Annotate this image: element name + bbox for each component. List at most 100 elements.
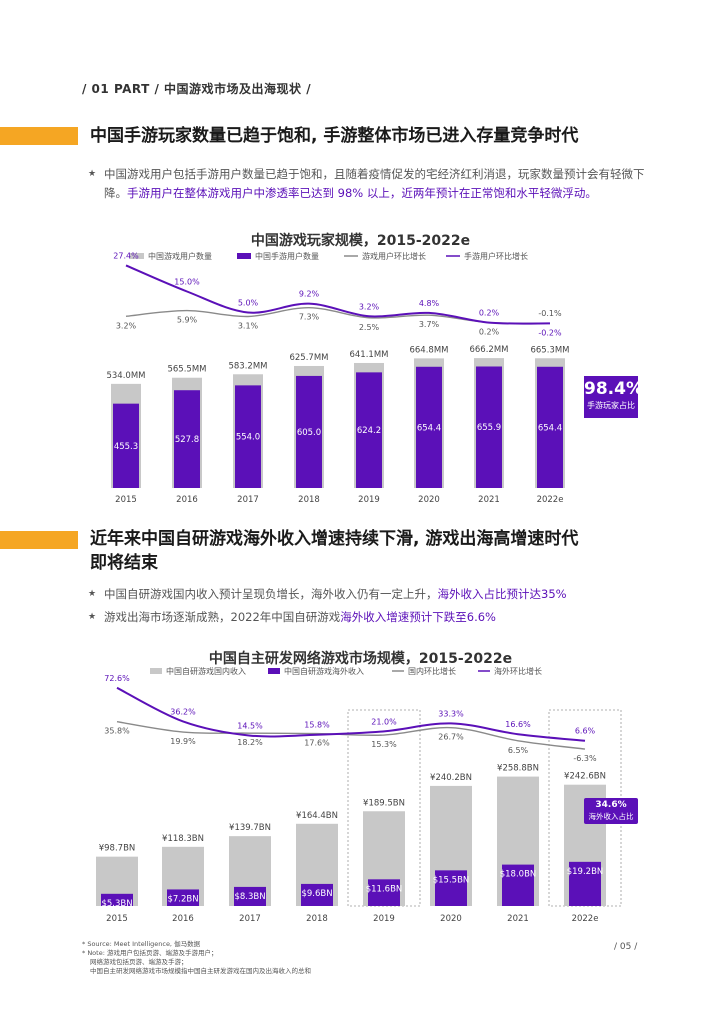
bar-overseas [569, 861, 601, 906]
line-label-domestic: 17.6% [304, 739, 330, 748]
line-label-total: 3.2% [116, 321, 137, 330]
breadcrumb: / 01 PART / 中国游戏市场及出海现状 / [82, 82, 312, 96]
chart2-callout: 34.6% 海外收入占比 [584, 798, 638, 824]
section-accent-bar [0, 127, 78, 145]
bar-label-overseas: $18.0BN [500, 870, 537, 880]
line-label-mobile: 3.2% [359, 302, 380, 311]
x-tick-label: 2018 [298, 495, 320, 505]
line-label-mobile: 4.8% [419, 299, 440, 308]
line-label-overseas: 72.6% [104, 674, 130, 683]
bar-label-domestic: ¥189.5BN [363, 798, 405, 808]
bar-mobile [296, 375, 322, 488]
line-label-overseas: 21.0% [371, 717, 397, 726]
bar-label-overseas: $5.3BN [101, 899, 132, 909]
legend-label: 手游用户环比增长 [464, 251, 528, 261]
x-tick-label: 2020 [440, 914, 462, 924]
line-label-total: 5.9% [177, 316, 198, 325]
line-label-overseas: 36.2% [170, 707, 196, 716]
x-tick-label: 2017 [237, 495, 259, 505]
x-tick-label: 2019 [373, 914, 395, 924]
x-tick-label: 2018 [306, 914, 328, 924]
bar-overseas [368, 879, 400, 906]
bullet-highlight: 海外收入增速预计下跌至6.6% [340, 610, 496, 624]
footer-notes: * Source: Meet Intelligence, 伽马数据 * Note… [82, 940, 311, 976]
star-icon: ★ [88, 612, 97, 622]
source-text: * Source: Meet Intelligence, 伽马数据 [82, 940, 201, 948]
line-label-mobile: 15.0% [174, 278, 200, 287]
line-label-overseas: 6.6% [575, 727, 596, 736]
bar-label-domestic: ¥139.7BN [229, 823, 271, 833]
note-text: * Note: 游戏用户包括页游、端游及手游用户； [82, 949, 218, 957]
chart1-svg: 中国游戏用户数量 中国手游用户数量 游戏用户环比增长 手游用户环比增长 534.0MM 4… [106, 251, 569, 505]
x-tick-label: 2015 [115, 495, 137, 505]
bar-label-mobile: 624.2 [357, 426, 381, 436]
line-domestic-growth [116, 721, 586, 750]
x-tick-label: 2016 [172, 914, 194, 924]
line-label-mobile: -0.2% [538, 328, 562, 337]
bar-label-mobile: 527.8 [175, 435, 199, 445]
line-label-domestic: 15.3% [371, 740, 397, 749]
line-overseas-growth [116, 686, 586, 742]
bullet-text: 中国自研游戏国内收入预计呈现负增长，海外收入仍有一定上升， [104, 587, 438, 601]
line-label-domestic: 26.7% [438, 733, 464, 742]
x-tick-label: 2020 [418, 495, 440, 505]
bar-mobile [537, 366, 563, 488]
line-label-overseas: 33.3% [438, 709, 464, 718]
line-label-total: 7.3% [299, 313, 320, 322]
bar-overseas [167, 889, 199, 906]
bar-label-mobile: 655.9 [477, 423, 501, 433]
bar-label-total: 534.0MM [106, 371, 145, 381]
bar-mobile [476, 366, 502, 488]
chart2-title: 中国自主研发网络游戏市场规模，2015-2022e [208, 651, 513, 667]
legend-swatch [268, 668, 280, 674]
bar-label-overseas: $9.6BN [301, 889, 332, 899]
legend-label: 海外环比增长 [494, 666, 542, 676]
legend-label: 中国手游用户数量 [255, 251, 319, 261]
line-label-domestic: 19.9% [170, 737, 196, 746]
bar-label-overseas: $19.2BN [567, 867, 604, 877]
bar-label-overseas: $15.5BN [433, 875, 470, 885]
bar-label-mobile: 605.0 [297, 428, 321, 438]
section2-title-line2: 即将结束 [90, 553, 158, 573]
bar-label-domestic: ¥118.3BN [162, 834, 204, 844]
legend-swatch [150, 668, 162, 674]
callout-value: 34.6% [595, 800, 627, 810]
bullet-highlight: 手游用户在整体游戏用户中渗透率已达到 98% 以上，近两年预计在正常饱和水平轻微… [127, 186, 597, 200]
bar-label-total: 565.5MM [167, 365, 206, 375]
section1-title: 中国手游玩家数量已趋于饱和, 手游整体市场已进入存量竞争时代 [90, 126, 579, 146]
bar-label-overseas: $8.3BN [234, 892, 265, 902]
bullet-highlight: 海外收入占比预计达35% [437, 587, 567, 601]
x-tick-label: 2022e [572, 914, 599, 924]
bar-overseas [502, 864, 534, 906]
bar-mobile [356, 372, 382, 488]
bar-label-mobile: 455.3 [114, 442, 138, 452]
bar-label-total: 666.2MM [469, 345, 508, 355]
bar-label-domestic: ¥98.7BN [99, 844, 136, 854]
line-label-mobile: 9.2% [299, 290, 320, 299]
bar-overseas [101, 893, 133, 906]
line-label-total: 3.7% [419, 320, 440, 329]
star-icon: ★ [88, 589, 97, 599]
legend-label: 中国自研游戏海外收入 [284, 666, 364, 676]
line-label-domestic: 18.2% [237, 738, 263, 747]
callout-value: 98.4% [584, 379, 643, 399]
bar-label-mobile: 654.4 [417, 423, 441, 433]
bar-label-mobile: 554.0 [236, 433, 260, 443]
legend-swatch [130, 253, 144, 259]
bar-label-total: 665.3MM [530, 345, 569, 355]
line-label-domestic: 6.5% [508, 746, 529, 755]
section2-bullet1: ★ 中国自研游戏国内收入预计呈现负增长，海外收入仍有一定上升，海外收入占比预计达… [88, 585, 648, 604]
x-tick-label: 2016 [176, 495, 198, 505]
line-label-mobile: 0.2% [479, 309, 500, 318]
bullet-text: 游戏出海市场逐渐成熟，2022年中国自研游戏 [104, 610, 341, 624]
star-icon: ★ [88, 169, 97, 179]
bullet-text: 中国游戏用户包括手游用户数量已趋于饱和，且随着疫情促发的宅经济红利消退，玩家数量… [104, 167, 645, 200]
legend-label: 国内环比增长 [408, 666, 456, 676]
legend-label: 中国游戏用户数量 [148, 251, 212, 261]
chart1-title: 中国游戏玩家规模，2015-2022e [250, 233, 471, 249]
callout-label: 手游玩家占比 [587, 401, 635, 410]
section2-title: 近年来中国自研游戏海外收入增速持续下滑, 游戏出海高增速时代 即将结束 [90, 527, 578, 575]
section2-title-line1: 近年来中国自研游戏海外收入增速持续下滑, 游戏出海高增速时代 [90, 529, 579, 549]
line-label-domestic: 35.8% [104, 727, 130, 736]
page-number: / 05 / [614, 942, 638, 952]
